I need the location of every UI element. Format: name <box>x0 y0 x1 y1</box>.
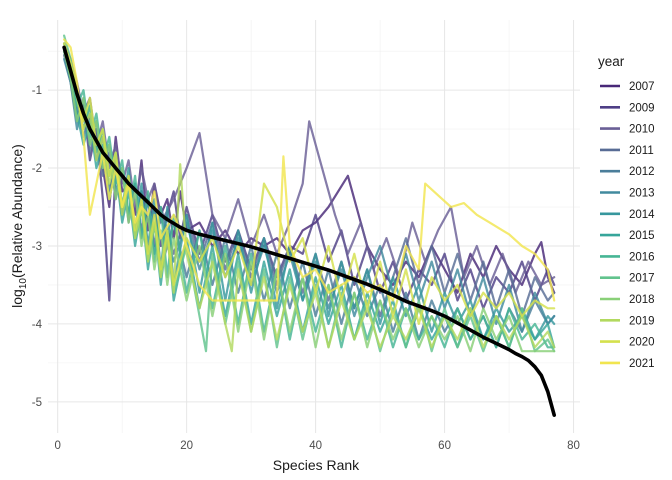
legend-item-2015: 2015 <box>600 230 655 242</box>
legend-label-2016: 2016 <box>629 251 655 263</box>
legend-item-2016: 2016 <box>600 251 655 263</box>
legend-label-2017: 2017 <box>629 273 655 285</box>
legend-label-2019: 2019 <box>629 315 655 327</box>
series-line-2010 <box>62 42 556 294</box>
legend-item-2019: 2019 <box>600 315 655 327</box>
legend-label-2010: 2010 <box>629 124 655 136</box>
y-tick-label: -3 <box>32 241 42 253</box>
series-line-2020 <box>62 42 556 325</box>
legend-label-2015: 2015 <box>629 230 655 242</box>
legend-label-2021: 2021 <box>629 358 655 370</box>
y-axis-title-rest: (Relative Abundance) <box>9 144 25 278</box>
y-tick-label: -4 <box>32 319 43 331</box>
legend-title: year <box>598 54 625 69</box>
legend-label-2013: 2013 <box>629 188 655 200</box>
x-tick-label: 0 <box>54 440 60 452</box>
x-axis-title: Species Rank <box>273 457 360 473</box>
legend-label-2011: 2011 <box>629 145 654 157</box>
x-tick-label: 60 <box>438 440 451 452</box>
legend-label-2018: 2018 <box>629 294 655 306</box>
x-axis-ticks: 0 20 40 60 80 <box>54 440 579 452</box>
y-axis-title: log10(Relative Abundance) <box>9 144 29 308</box>
legend-item-2011: 2011 <box>600 145 654 157</box>
y-tick-label: -5 <box>32 397 42 409</box>
y-axis-title-subscript: 10 <box>18 278 29 290</box>
legend-item-2014: 2014 <box>600 209 655 221</box>
legend-item-2018: 2018 <box>600 294 655 306</box>
y-axis-title-main: log <box>9 289 25 308</box>
legend-items: 2007 2009 2010 2011 2012 2013 2014 2015 2016 2017… <box>600 81 655 370</box>
legend-item-2017: 2017 <box>600 273 655 285</box>
legend-label-2009: 2009 <box>629 102 655 114</box>
legend-item-2020: 2020 <box>600 337 655 349</box>
x-tick-label: 80 <box>567 440 580 452</box>
x-tick-label: 20 <box>180 440 193 452</box>
series-lines <box>62 34 557 417</box>
series-line-2007 <box>62 50 556 294</box>
legend-label-2020: 2020 <box>629 337 655 349</box>
legend: year 2007 2009 2010 2011 2012 2013 2014 2015 201… <box>598 54 655 370</box>
legend-item-2009: 2009 <box>600 102 655 114</box>
x-tick-label: 40 <box>309 440 322 452</box>
legend-item-2012: 2012 <box>600 166 655 178</box>
legend-label-2014: 2014 <box>629 209 655 221</box>
legend-label-2012: 2012 <box>629 166 655 178</box>
series-line-mean <box>62 45 557 417</box>
legend-item-2007: 2007 <box>600 81 655 93</box>
grid <box>48 20 580 433</box>
y-tick-label: -1 <box>32 85 42 97</box>
legend-label-2007: 2007 <box>629 81 655 93</box>
legend-item-2013: 2013 <box>600 188 655 200</box>
legend-item-2021: 2021 <box>600 358 655 370</box>
legend-item-2010: 2010 <box>600 124 655 136</box>
y-tick-label: -2 <box>32 163 42 175</box>
y-axis-ticks: -1 -2 -3 -4 -5 <box>32 85 43 409</box>
